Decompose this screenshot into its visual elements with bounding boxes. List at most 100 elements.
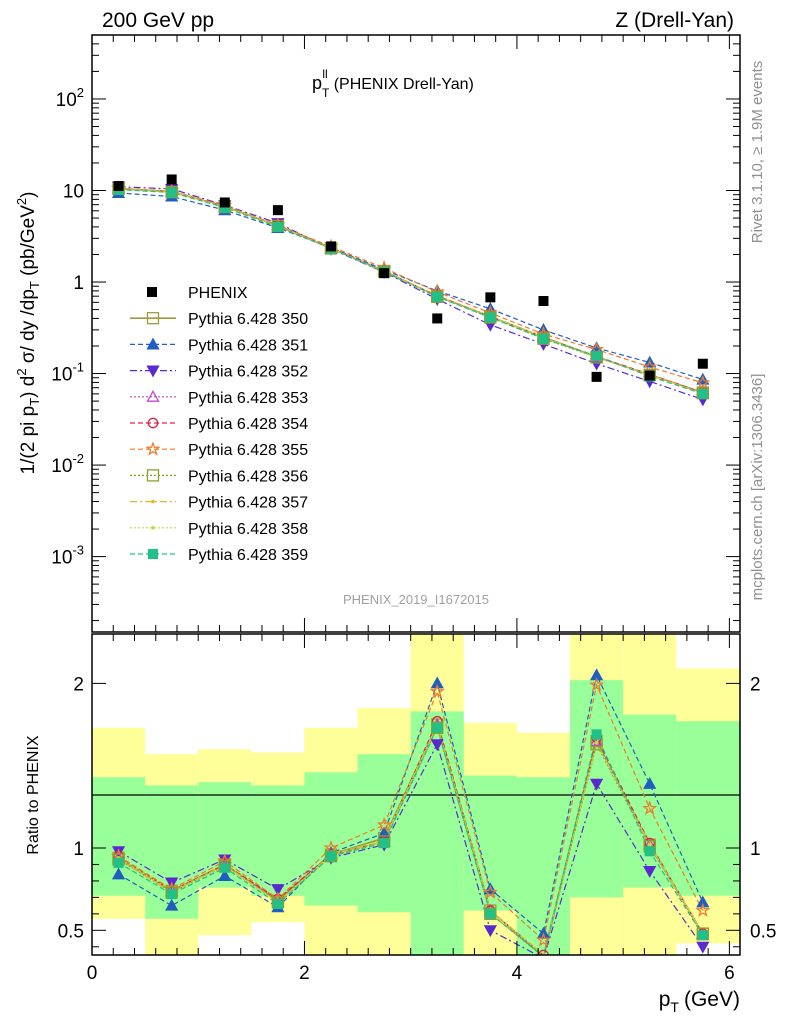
phenix-point [379, 268, 390, 279]
main-marker-359 [591, 351, 602, 362]
legend-label-354: Pythia 6.428 354 [188, 416, 308, 433]
ratio-marker-352 [696, 941, 710, 954]
phenix-point [272, 205, 283, 216]
rivet-label: Rivet 3.1.10, ≥ 1.9M events [749, 61, 766, 244]
legend-phenix-marker [147, 287, 157, 297]
ratio-y-axis-label: Ratio to PHENIX [25, 735, 42, 854]
legend-label-358: Pythia 6.428 358 [188, 521, 308, 538]
legend-marker-350 [146, 312, 160, 325]
ratio-marker-355 [642, 800, 658, 815]
green-band [516, 777, 571, 955]
ratio-marker-351 [430, 676, 444, 689]
phenix-point [166, 174, 177, 185]
legend-label-357: Pythia 6.428 357 [188, 495, 308, 512]
ratio-series-markers [110, 668, 711, 955]
phenix-point [113, 180, 124, 191]
legend-label-352: Pythia 6.428 352 [188, 364, 308, 381]
ratio-marker-359 [644, 846, 655, 857]
main-marker-359 [538, 333, 549, 344]
ratio-marker-359 [113, 857, 124, 868]
ratio-y-ticks: 0.5 0.5 1 1 2 2 [58, 674, 776, 948]
yellow-band-low [145, 918, 199, 955]
ratio-marker-359 [379, 838, 390, 849]
ratio-marker-359 [325, 851, 337, 862]
x-axis-label: pT (GeV) [659, 988, 740, 1015]
white-band [198, 935, 252, 955]
ratio-marker-359 [166, 889, 177, 900]
ratio-marker-352 [589, 778, 604, 791]
x-tick-label: 2 [299, 963, 310, 984]
ratio-marker-355 [429, 683, 445, 699]
ratio-marker-351 [111, 867, 126, 880]
ratio-panel: 0.5 0.5 1 1 2 2 0 2 4 6 [58, 633, 776, 984]
ratio-marker-355 [695, 902, 711, 917]
main-line-358 [118, 188, 703, 394]
ratio-marker-359 [432, 722, 443, 733]
x-tick-label: 4 [512, 963, 523, 984]
ratio-x-ticks: 0 2 4 6 [87, 634, 735, 984]
main-marker-359 [485, 312, 496, 323]
ratio-marker-359 [219, 862, 230, 873]
ratio-marker-358 [594, 740, 599, 745]
analysis-id: PHENIX_2019_I1672015 [343, 592, 489, 607]
phenix-point [485, 292, 496, 303]
ratio-marker-352 [483, 925, 497, 938]
phenix-data-points [113, 174, 708, 382]
ratio-marker-356 [324, 850, 338, 863]
ratio-marker-352 [430, 739, 444, 752]
ratio-line-355 [118, 683, 704, 942]
main-line-355 [118, 187, 703, 384]
ratio-line-357 [118, 722, 704, 955]
x-tick-label: 6 [724, 963, 735, 984]
legend-marker-353 [146, 389, 160, 402]
ratio-line-353 [118, 722, 704, 955]
legend-label-356: Pythia 6.428 356 [188, 468, 308, 485]
phenix-point [644, 370, 655, 381]
phenix-point [697, 358, 708, 369]
ratio-marker-354 [538, 949, 549, 955]
main-plot-area [92, 35, 740, 632]
ratio-marker-351 [643, 776, 657, 789]
main-y-tick-label: 102 [56, 85, 84, 111]
ratio-marker-359 [591, 729, 602, 740]
white-band [251, 922, 305, 955]
phenix-point [432, 313, 443, 324]
ratio-marker-359 [697, 930, 708, 941]
main-marker-359 [272, 221, 283, 232]
ratio-marker-356 [431, 721, 444, 734]
main-y-tick-label: 10-3 [51, 543, 84, 569]
main-y-tick-label: 10-1 [51, 360, 84, 386]
mcplots-label: mcplots.cern.ch [arXiv:1306.3436] [749, 374, 766, 601]
legend-marker-359 [147, 548, 159, 560]
main-marker-359 [432, 291, 443, 302]
legend-marker-358 [151, 526, 155, 530]
ratio-line-352 [118, 742, 704, 955]
legend-marker-357 [151, 499, 155, 504]
legend-label-350: Pythia 6.428 350 [188, 311, 308, 328]
yellow-band-low [623, 887, 677, 955]
phenix-point [591, 371, 602, 382]
legend-marker-356 [146, 469, 160, 482]
legend-marker-351 [146, 337, 160, 350]
main-frame [91, 34, 741, 633]
ratio-marker-351 [696, 895, 710, 908]
legend-marker-355 [145, 441, 161, 456]
ratio-marker-359 [485, 908, 496, 919]
ratio-marker-359 [272, 898, 283, 910]
main-y-ticks: 10-3 10-2 10-1 1 10 102 [51, 34, 740, 622]
main-title: pTll(PHENIX Drell-Yan) [312, 67, 474, 100]
main-x-ticks [91, 35, 730, 632]
main-marker-356 [537, 332, 550, 345]
ratio-line-356 [118, 726, 704, 955]
ratio-series-lines [118, 673, 704, 955]
ratio-y-tick-label-right: 2 [750, 674, 761, 695]
legend-label-359: Pythia 6.428 359 [188, 547, 308, 564]
header-left: 200 GeV pp [102, 9, 214, 32]
ratio-marker-351 [165, 898, 179, 911]
ratio-y-tick-label-left: 1 [73, 839, 84, 860]
main-y-tick-label: 10-2 [51, 451, 84, 477]
main-marker-355 [695, 374, 711, 390]
ratio-marker-351 [377, 826, 391, 839]
header-right: Z (Drell-Yan) [615, 9, 734, 32]
main-marker-356 [484, 311, 497, 324]
